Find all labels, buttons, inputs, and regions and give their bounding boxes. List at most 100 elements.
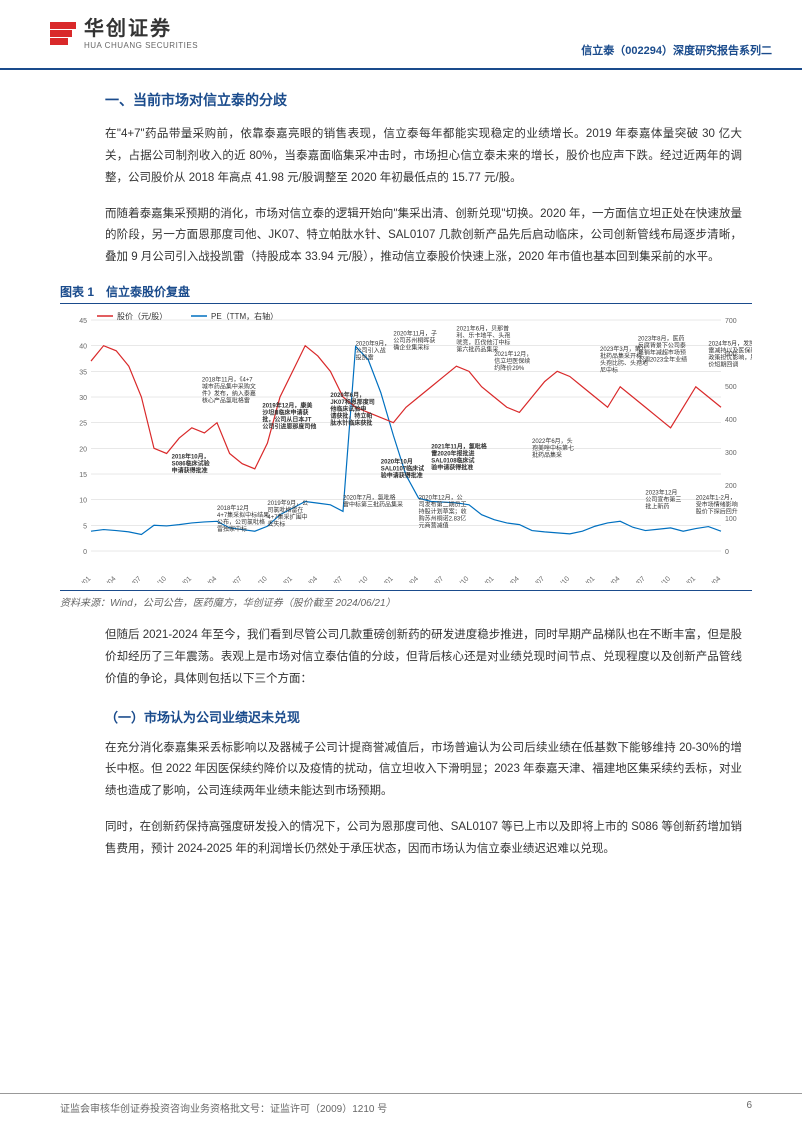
- svg-text:JK07和恩那度司: JK07和恩那度司: [330, 398, 374, 406]
- chart-section: 图表 1 信立泰股价复盘 051015202530354045010020030…: [60, 283, 752, 609]
- svg-text:投凯雷: 投凯雷: [356, 354, 374, 362]
- section1-title: 一、当前市场对信立泰的分歧: [105, 90, 742, 110]
- svg-text:200: 200: [725, 483, 737, 490]
- section2-p3: 同时，在创新药保持高强度研发投入的情况下，公司为恩那度司他、SAL0107 等已…: [105, 817, 742, 861]
- svg-text:SAL0108临床试: SAL0108临床试: [431, 456, 474, 464]
- svg-text:5: 5: [83, 523, 87, 530]
- svg-text:2023年8月，医药: 2023年8月，医药: [638, 335, 685, 343]
- section1-p1: 在"4+7"药品带量采购前，依靠泰嘉亮眼的销售表现，信立泰每年都能实现稳定的业绩…: [105, 124, 742, 190]
- svg-text:公司引进恩那度司他: 公司引进恩那度司他: [262, 422, 316, 430]
- svg-text:城市药品集中采购文: 城市药品集中采购文: [202, 383, 256, 391]
- svg-text:公司宣布第三: 公司宣布第三: [645, 496, 681, 504]
- svg-text:PE（TTM，右轴）: PE（TTM，右轴）: [211, 311, 278, 321]
- svg-text:4+7集采扩围中: 4+7集采扩围中: [267, 513, 307, 521]
- report-name: 信立泰（002294）深度研究报告系列二: [581, 10, 772, 58]
- svg-text:2024年1-2月，: 2024年1-2月，: [696, 494, 736, 502]
- svg-text:批上新药: 批上新药: [645, 503, 669, 511]
- page-footer: 证监会审核华创证券投资咨询业务资格批文号：证监许可（2009）1210 号 6: [0, 1093, 802, 1115]
- svg-text:购苏州桐诺2.83亿: 购苏州桐诺2.83亿: [419, 515, 467, 523]
- svg-text:2020年9月，: 2020年9月，: [356, 340, 391, 348]
- svg-text:公司苏州桐晖获: 公司苏州桐晖获: [393, 336, 435, 344]
- svg-text:沙坦Ⅲ临床申请获: 沙坦Ⅲ临床申请获: [262, 408, 308, 416]
- svg-text:2022年6月，头: 2022年6月，头: [532, 437, 573, 445]
- logo-mark-icon: [50, 22, 76, 45]
- svg-text:核心产品氯吡格雷: 核心产品氯吡格雷: [202, 397, 250, 405]
- svg-text:元商营减值: 元商营减值: [419, 522, 449, 530]
- svg-text:400: 400: [725, 417, 737, 424]
- svg-text:肽水针临床获批: 肽水针临床获批: [329, 419, 372, 427]
- svg-text:公司引入战: 公司引入战: [356, 347, 386, 355]
- logo: 华创证券 HUA CHUANG SECURITIES: [50, 18, 198, 51]
- svg-text:咣竞，匹伐他汀中标: 咣竞，匹伐他汀中标: [456, 338, 510, 346]
- svg-text:2020年6月，: 2020年6月，: [330, 391, 365, 399]
- svg-text:10: 10: [79, 498, 87, 505]
- svg-text:300: 300: [725, 450, 737, 457]
- chart-source: 资料来源：Wind，公司公告，医药魔方，华创证券（股价截至 2024/06/21…: [60, 590, 752, 609]
- svg-text:公布，公司氯吡格: 公布，公司氯吡格: [217, 518, 265, 526]
- svg-text:0: 0: [725, 549, 729, 556]
- svg-text:价短期回调: 价短期回调: [708, 361, 738, 369]
- svg-text:700: 700: [725, 318, 737, 325]
- footer-left: 证监会审核华创证券投资咨询业务资格批文号：证监许可（2009）1210 号: [60, 1100, 387, 1115]
- svg-text:批药品集采: 批药品集采: [532, 451, 562, 459]
- svg-text:下调2023全年业绩: 下调2023全年业绩: [638, 356, 687, 364]
- svg-text:反腐背景下公司泰: 反腐背景下公司泰: [638, 342, 686, 350]
- svg-text:2020年7月，氯吡格: 2020年7月，氯吡格: [343, 494, 396, 502]
- svg-text:批，公司从日本JT: 批，公司从日本JT: [262, 415, 311, 423]
- svg-text:40: 40: [79, 344, 87, 351]
- page-number: 6: [746, 1100, 752, 1115]
- svg-text:确企业集采标: 确企业集采标: [393, 343, 429, 351]
- svg-text:35: 35: [79, 369, 87, 376]
- section1-p2: 而随着泰嘉集采预期的消化，市场对信立泰的逻辑开始向"集采出清、创新兑现"切换。2…: [105, 204, 742, 270]
- svg-text:股价（元/股）: 股价（元/股）: [117, 312, 167, 321]
- svg-text:2021年11月，氯吡格: 2021年11月，氯吡格: [431, 442, 488, 450]
- svg-text:申请获得批准: 申请获得批准: [172, 467, 208, 475]
- svg-text:嘉销年减超市场预: 嘉销年减超市场预: [638, 349, 686, 357]
- svg-text:2019年9月，公: 2019年9月，公: [267, 499, 308, 507]
- svg-text:验申请获得批准: 验申请获得批准: [381, 472, 423, 480]
- svg-text:持股计划草案；收: 持股计划草案；收: [419, 508, 467, 516]
- svg-text:2018年11月，《4+7: 2018年11月，《4+7: [202, 376, 253, 384]
- svg-text:尼中标: 尼中标: [600, 366, 618, 374]
- svg-text:2021年6月，贝那普: 2021年6月，贝那普: [456, 324, 509, 332]
- svg-text:2020年10月: 2020年10月: [381, 458, 413, 466]
- svg-text:45: 45: [79, 318, 87, 325]
- svg-text:2021年12月，: 2021年12月，: [494, 350, 532, 358]
- svg-text:他临床试验申: 他临床试验申: [329, 405, 366, 413]
- section2-p1: 但随后 2021-2024 年至今，我们看到尽管公司几款重磅创新药的研发进度稳步…: [105, 625, 742, 691]
- chart-title: 图表 1 信立泰股价复盘: [60, 283, 752, 304]
- svg-text:500: 500: [725, 384, 737, 391]
- svg-text:约降价29%: 约降价29%: [494, 364, 525, 372]
- svg-text:司氯吡格雷在: 司氯吡格雷在: [267, 506, 303, 514]
- svg-text:受市场情绪影响: 受市场情绪影响: [696, 501, 738, 509]
- svg-text:雷独家中标: 雷独家中标: [217, 525, 247, 533]
- svg-text:20: 20: [79, 446, 87, 453]
- svg-text:4+7集采拟中标结果: 4+7集采拟中标结果: [217, 511, 269, 519]
- svg-text:第六批药品集采: 第六批药品集采: [456, 345, 498, 353]
- price-chart: 0510152025303540450100200300400500600700…: [60, 308, 752, 583]
- svg-text:雷2020年报批进: 雷2020年报批进: [431, 449, 474, 457]
- svg-text:2020年11月，子: 2020年11月，子: [393, 329, 437, 337]
- svg-text:信立坦医保续: 信立坦医保续: [494, 357, 530, 365]
- svg-text:S086临床试验: S086临床试验: [172, 460, 210, 468]
- svg-text:请获批，特立帕: 请获批，特立帕: [330, 412, 372, 420]
- content-area: 一、当前市场对信立泰的分歧 在"4+7"药品带量采购前，依靠泰嘉亮眼的销售表现，…: [0, 70, 802, 861]
- svg-text:件》发布，纳入泰嘉: 件》发布，纳入泰嘉: [202, 390, 256, 398]
- logo-cn-text: 华创证券: [84, 18, 198, 40]
- svg-text:司发布第二期员工: 司发布第二期员工: [419, 501, 467, 509]
- logo-en-text: HUA CHUANG SECURITIES: [84, 42, 198, 51]
- svg-text:SAL0107临床试: SAL0107临床试: [381, 465, 424, 473]
- svg-text:2018年12月: 2018年12月: [217, 504, 249, 512]
- svg-text:雷中标第三批药品集采: 雷中标第三批药品集采: [343, 501, 403, 509]
- svg-text:100: 100: [725, 516, 737, 523]
- svg-text:2023年12月: 2023年12月: [645, 489, 677, 497]
- svg-text:0: 0: [83, 549, 87, 556]
- svg-text:政策担忧影响，股: 政策担忧影响，股: [708, 354, 752, 362]
- svg-text:2019年12月，康美: 2019年12月，康美: [262, 401, 313, 409]
- svg-text:30: 30: [79, 395, 87, 402]
- svg-text:15: 15: [79, 472, 87, 479]
- svg-text:验申请获得批准: 验申请获得批准: [431, 463, 473, 471]
- svg-text:2018年10月，: 2018年10月，: [172, 453, 210, 461]
- page-header: 华创证券 HUA CHUANG SECURITIES 信立泰（002294）深度…: [0, 0, 802, 70]
- svg-text:2024年5月，发凯: 2024年5月，发凯: [708, 340, 752, 348]
